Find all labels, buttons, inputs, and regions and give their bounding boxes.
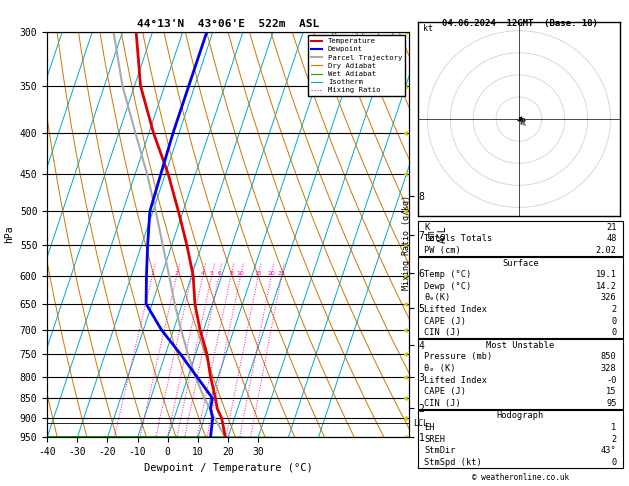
Text: 2: 2 <box>611 434 616 444</box>
Y-axis label: hPa: hPa <box>4 226 14 243</box>
Text: 20: 20 <box>267 271 276 276</box>
Text: EH: EH <box>425 423 435 432</box>
Text: 1: 1 <box>611 423 616 432</box>
Text: 850: 850 <box>601 352 616 362</box>
Text: 43°: 43° <box>601 446 616 455</box>
Text: 5: 5 <box>210 271 214 276</box>
Text: LCL: LCL <box>413 418 428 428</box>
Text: 0: 0 <box>611 317 616 326</box>
Text: CIN (J): CIN (J) <box>425 328 461 337</box>
Text: 25: 25 <box>278 271 286 276</box>
Text: Most Unstable: Most Unstable <box>486 341 555 350</box>
Text: CIN (J): CIN (J) <box>425 399 461 408</box>
Text: 21: 21 <box>606 223 616 232</box>
X-axis label: Dewpoint / Temperature (°C): Dewpoint / Temperature (°C) <box>143 463 313 473</box>
Text: kt: kt <box>423 24 433 33</box>
Text: θₑ(K): θₑ(K) <box>425 294 450 302</box>
Text: StmSpd (kt): StmSpd (kt) <box>425 458 482 467</box>
Text: 328: 328 <box>601 364 616 373</box>
Text: Lifted Index: Lifted Index <box>425 376 487 385</box>
Text: StmDir: StmDir <box>425 446 456 455</box>
Text: 14.2: 14.2 <box>596 282 616 291</box>
Text: θₑ (K): θₑ (K) <box>425 364 456 373</box>
Text: Lifted Index: Lifted Index <box>425 305 487 314</box>
Text: SREH: SREH <box>425 434 445 444</box>
Text: Surface: Surface <box>502 259 539 268</box>
Text: K: K <box>425 223 430 232</box>
Text: 0: 0 <box>611 458 616 467</box>
Text: © weatheronline.co.uk: © weatheronline.co.uk <box>472 473 569 482</box>
Text: 95: 95 <box>606 399 616 408</box>
Text: Totals Totals: Totals Totals <box>425 234 493 243</box>
Text: Dewp (°C): Dewp (°C) <box>425 282 472 291</box>
Text: 6: 6 <box>217 271 221 276</box>
Text: CAPE (J): CAPE (J) <box>425 317 467 326</box>
Text: 15: 15 <box>255 271 262 276</box>
Text: 2.02: 2.02 <box>596 246 616 255</box>
Text: 19.1: 19.1 <box>596 270 616 279</box>
Text: 4: 4 <box>201 271 205 276</box>
Text: 48: 48 <box>606 234 616 243</box>
Text: Mixing Ratio (g/kg): Mixing Ratio (g/kg) <box>403 195 411 291</box>
Text: 10: 10 <box>237 271 245 276</box>
Text: 2: 2 <box>611 305 616 314</box>
Text: 04.06.2024  12GMT  (Base: 18): 04.06.2024 12GMT (Base: 18) <box>442 19 598 29</box>
Text: -0: -0 <box>606 376 616 385</box>
Title: 44°13'N  43°06'E  522m  ASL: 44°13'N 43°06'E 522m ASL <box>137 19 319 30</box>
Text: PW (cm): PW (cm) <box>425 246 461 255</box>
Text: 8: 8 <box>229 271 233 276</box>
Text: Temp (°C): Temp (°C) <box>425 270 472 279</box>
Text: Hodograph: Hodograph <box>497 412 544 420</box>
Legend: Temperature, Dewpoint, Parcel Trajectory, Dry Adiabat, Wet Adiabat, Isotherm, Mi: Temperature, Dewpoint, Parcel Trajectory… <box>308 35 405 96</box>
Text: 2: 2 <box>175 271 179 276</box>
Text: 15: 15 <box>606 387 616 396</box>
Text: 0: 0 <box>611 328 616 337</box>
Text: 326: 326 <box>601 294 616 302</box>
Text: 1: 1 <box>150 271 154 276</box>
Text: CAPE (J): CAPE (J) <box>425 387 467 396</box>
Text: Pressure (mb): Pressure (mb) <box>425 352 493 362</box>
Y-axis label: km
ASL: km ASL <box>426 226 447 243</box>
Text: 3: 3 <box>190 271 194 276</box>
